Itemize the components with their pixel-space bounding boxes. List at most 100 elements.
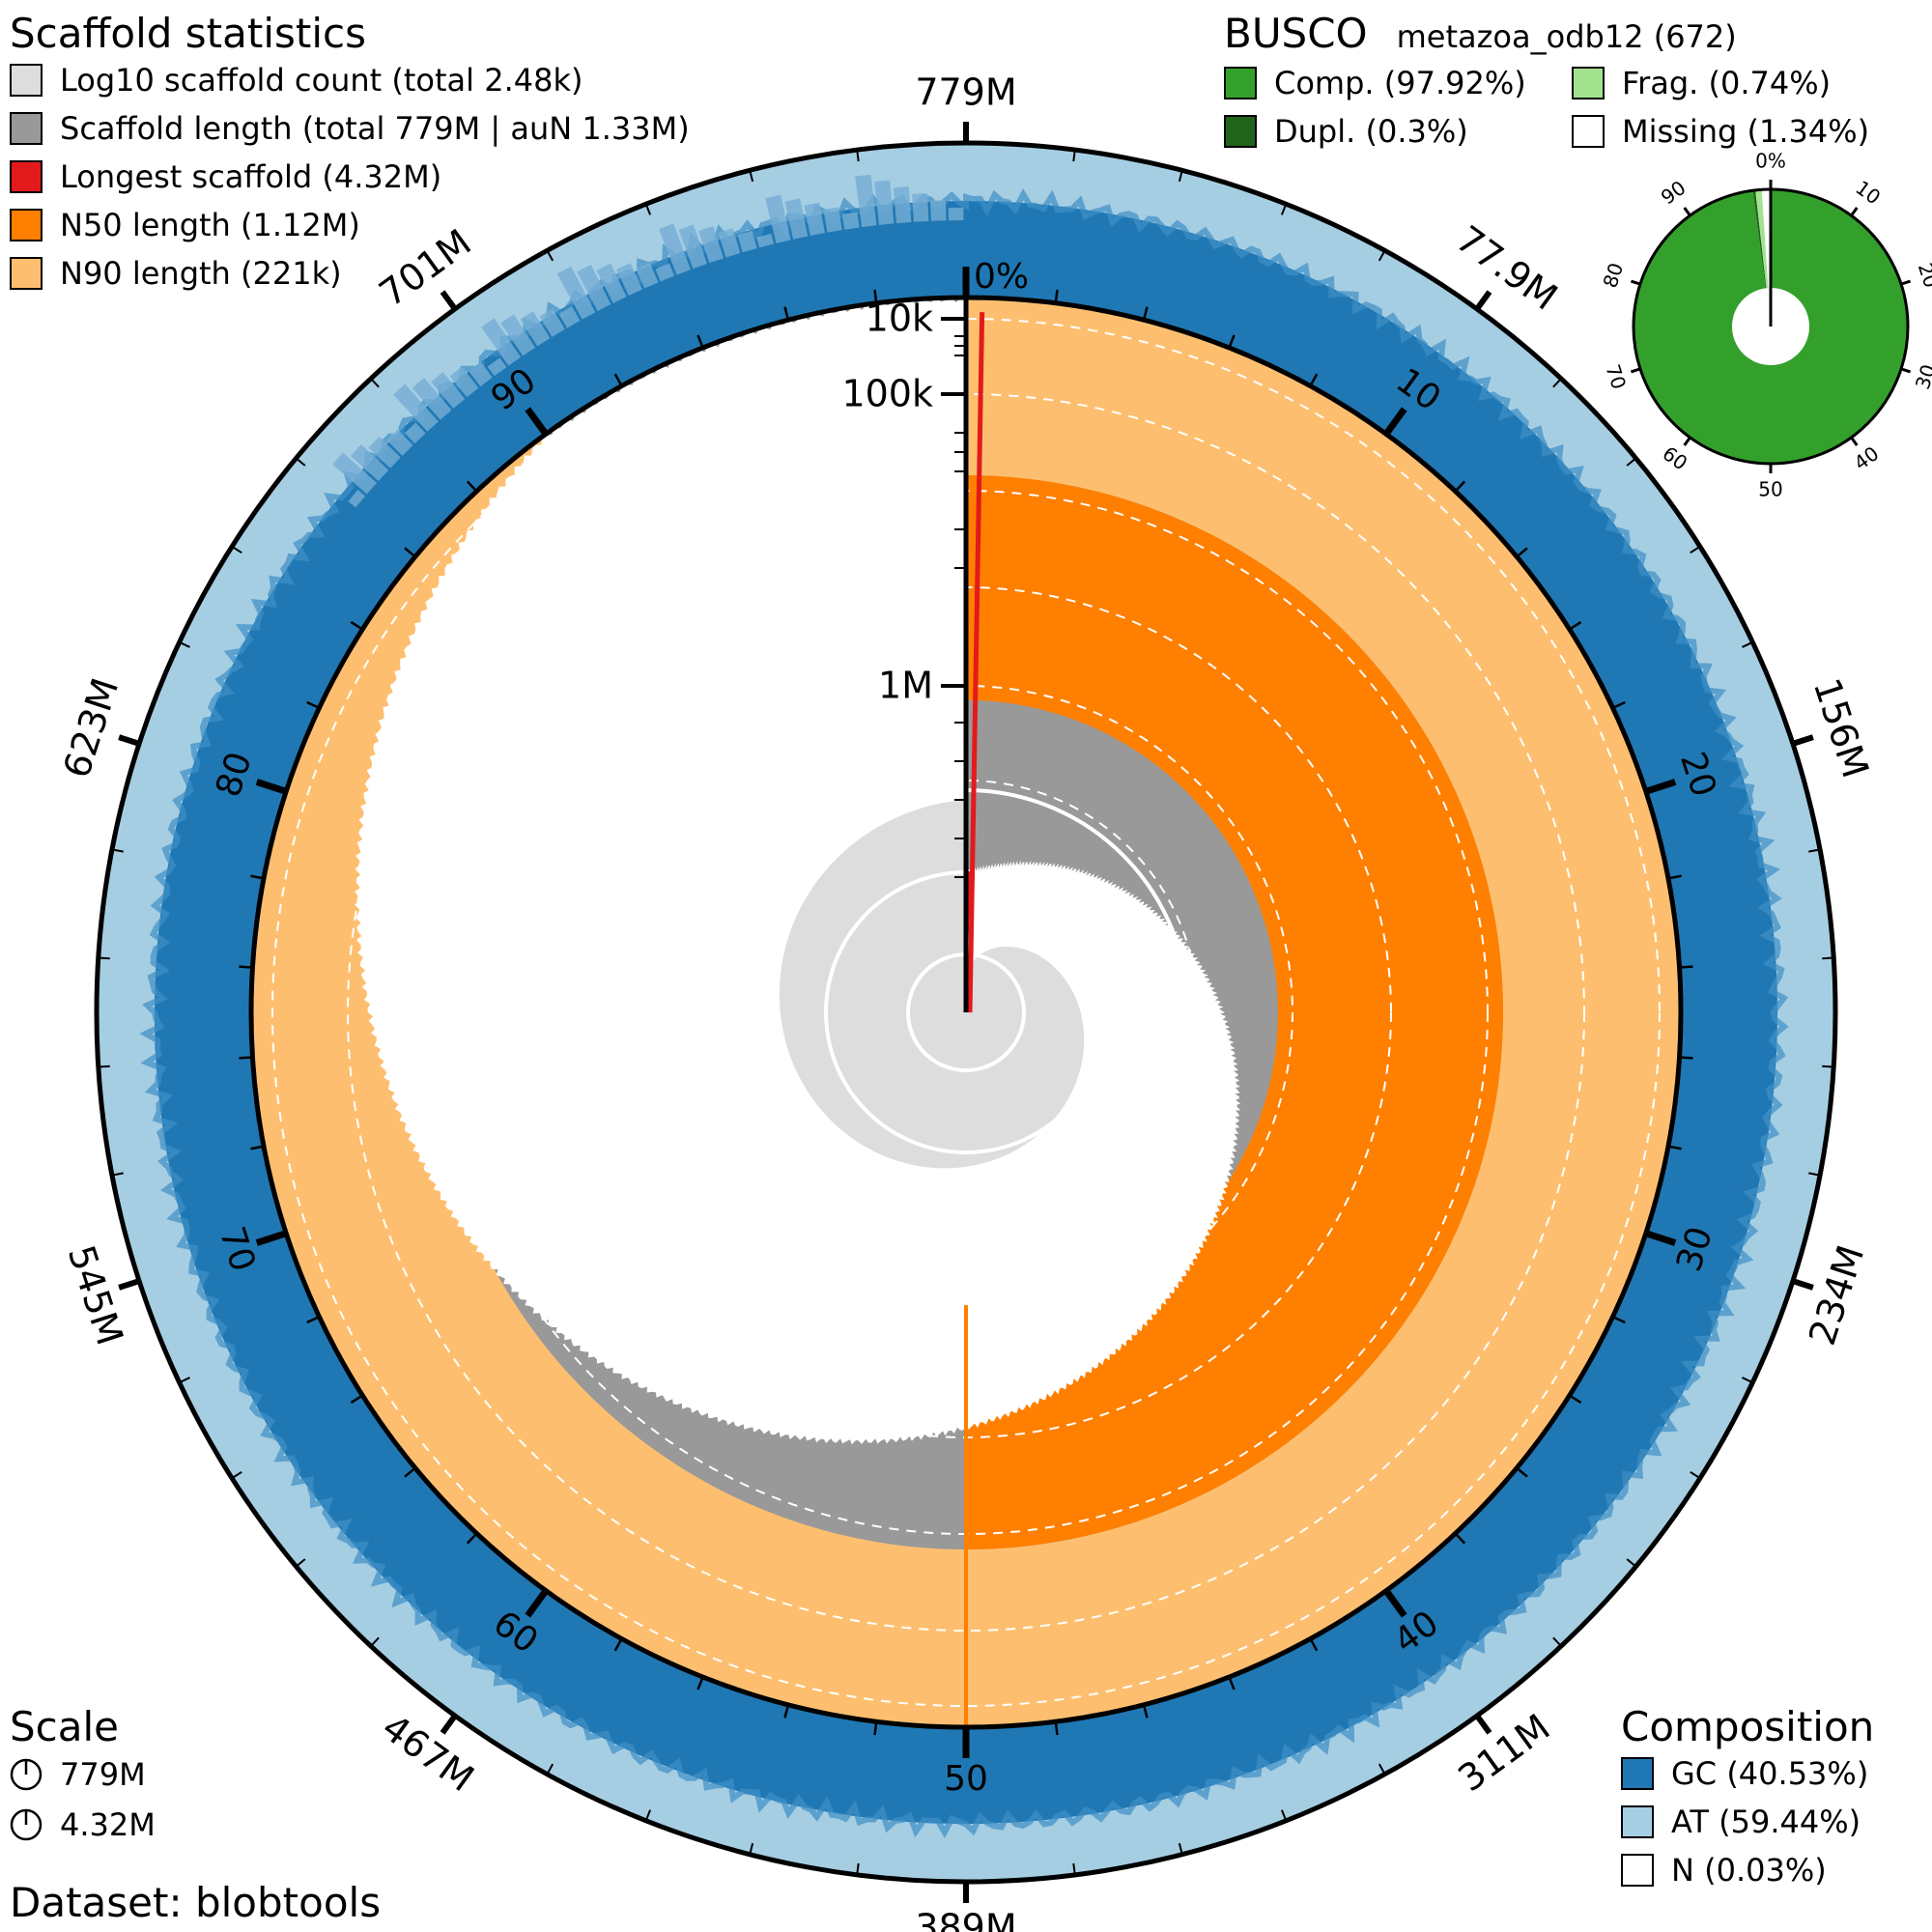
legend-swatch: [10, 257, 43, 290]
inner-tick: [1569, 1394, 1582, 1405]
inner-tick: [1612, 700, 1626, 710]
busco-title-row: BUSCO metazoa_odb12 (672): [1224, 12, 1929, 59]
n50-band: [966, 475, 1503, 1549]
outer-minor-tick: [1822, 1065, 1834, 1068]
count-bar: [577, 264, 611, 312]
clock-icon: [10, 1758, 43, 1791]
count-bar: [930, 200, 947, 221]
outer-minor-tick: [1626, 1558, 1637, 1568]
count-bar: [912, 192, 929, 222]
legend-label: Log10 scaffold count (total 2.48k): [60, 62, 583, 99]
scale-legend: Scale 779M 4.32M: [10, 1705, 156, 1850]
percent-axis-label: 0%: [974, 257, 1029, 297]
busco-legend-grid: Comp. (97.92%) Frag. (0.74%) Dupl. (0.3%…: [1224, 59, 1929, 156]
longest-scaffold-line: [967, 312, 985, 1013]
inner-tick: [1142, 1704, 1149, 1719]
inner-tick: [873, 1721, 878, 1736]
outer-minor-tick: [1178, 170, 1183, 183]
scale-label: 4.32M: [60, 1806, 156, 1843]
outer-minor-tick: [231, 545, 242, 554]
outer-minor-tick: [546, 249, 554, 262]
inner-tick: [1309, 1637, 1319, 1652]
count-bar: [596, 263, 627, 303]
outer-minor-tick: [1690, 545, 1701, 554]
outer-minor-tick: [749, 1842, 754, 1855]
percent-axis-label: 50: [944, 1759, 988, 1799]
count-bar: [893, 186, 912, 224]
outer-minor-tick: [111, 848, 124, 853]
outer-axis-label: 545M: [60, 1240, 131, 1350]
outer-minor-tick: [644, 1809, 652, 1822]
busco-tick: [1630, 279, 1641, 286]
inner-tick: [350, 620, 363, 631]
busco-tick-label: 70: [1601, 361, 1631, 392]
gc-boundary: [139, 188, 1789, 1838]
busco-tick-label: 80: [1599, 260, 1629, 291]
legend-swatch: [1621, 1805, 1654, 1838]
legend-label: Dupl. (0.3%): [1274, 113, 1468, 150]
legend-swatch: [1621, 1854, 1654, 1887]
legend-item-scaffold-count: Log10 scaffold count (total 2.48k): [10, 56, 690, 104]
outer-minor-tick: [1742, 1377, 1753, 1384]
inner-tick: [1383, 1588, 1407, 1618]
outer-minor-tick: [179, 640, 190, 648]
composition-legend: Composition GC (40.53%) AT (59.44%) N (0…: [1621, 1705, 1874, 1894]
inner-tick: [525, 407, 549, 437]
inner-tick: [1569, 620, 1582, 631]
inner-tick: [1679, 965, 1693, 969]
count-bar: [556, 266, 596, 320]
inner-tick: [250, 874, 265, 880]
count-bar: [520, 311, 551, 347]
busco-tick-label: 90: [1657, 176, 1690, 209]
count-bar: [636, 263, 659, 289]
busco-donut: 0% 10 20 30 40 50 60 70 80 90: [1599, 150, 1932, 501]
outer-minor-tick: [98, 1065, 110, 1068]
inner-tick: [525, 1588, 549, 1618]
busco-tick: [1850, 207, 1859, 217]
inner-tick: [1054, 1721, 1059, 1736]
busco-tick: [1683, 436, 1691, 446]
scaffold-length-spiral: [355, 297, 1241, 1445]
legend-item-busco-missing: Missing (1.34%): [1572, 107, 1890, 156]
outer-major-tick: [1792, 1278, 1814, 1291]
outer-minor-tick: [1552, 378, 1562, 388]
radial-gridline: [733, 780, 1199, 1245]
outer-axis-label: 156M: [1805, 673, 1877, 783]
outer-minor-tick: [295, 457, 306, 467]
radial-axis-label: 10k: [866, 298, 933, 340]
outer-minor-tick: [1552, 1636, 1562, 1647]
dataset-label: Dataset: blobtools: [10, 1879, 382, 1926]
busco-tick: [1630, 367, 1641, 374]
inner-tick: [239, 1056, 253, 1060]
outer-minor-tick: [856, 149, 860, 162]
legend-item-n: N (0.03%): [1621, 1846, 1874, 1894]
outer-minor-tick: [749, 170, 754, 183]
busco-tick: [1850, 436, 1859, 446]
outer-minor-tick: [644, 203, 652, 215]
outer-major-tick: [1792, 734, 1814, 747]
outer-minor-tick: [370, 378, 380, 388]
count-bar: [756, 233, 775, 248]
count-bar: [948, 208, 964, 221]
count-bar: [558, 306, 581, 328]
legend-item-longest-scaffold: Longest scaffold (4.32M): [10, 153, 690, 201]
legend-item-n90: N90 length (221k): [10, 249, 690, 298]
inner-tick: [350, 1394, 363, 1405]
busco-tick: [1900, 367, 1912, 374]
inner-tick: [783, 306, 790, 321]
outer-minor-tick: [295, 1558, 306, 1568]
inner-tick: [255, 779, 288, 795]
inner-tick: [783, 1704, 790, 1719]
busco-lineage: metazoa_odb12 (672): [1396, 18, 1737, 55]
count-bar: [655, 263, 675, 282]
outer-minor-tick: [111, 1172, 124, 1177]
busco-slice: [1633, 189, 1908, 465]
inner-tick: [1454, 480, 1466, 493]
legend-item-gc: GC (40.53%): [1621, 1749, 1874, 1798]
outer-minor-tick: [1072, 149, 1076, 162]
scale-item-total: 779M: [10, 1749, 156, 1800]
outer-minor-tick: [1280, 1809, 1288, 1822]
count-bar: [841, 212, 860, 230]
count-bar: [332, 452, 378, 495]
axis-ticks: [94, 122, 1838, 1903]
